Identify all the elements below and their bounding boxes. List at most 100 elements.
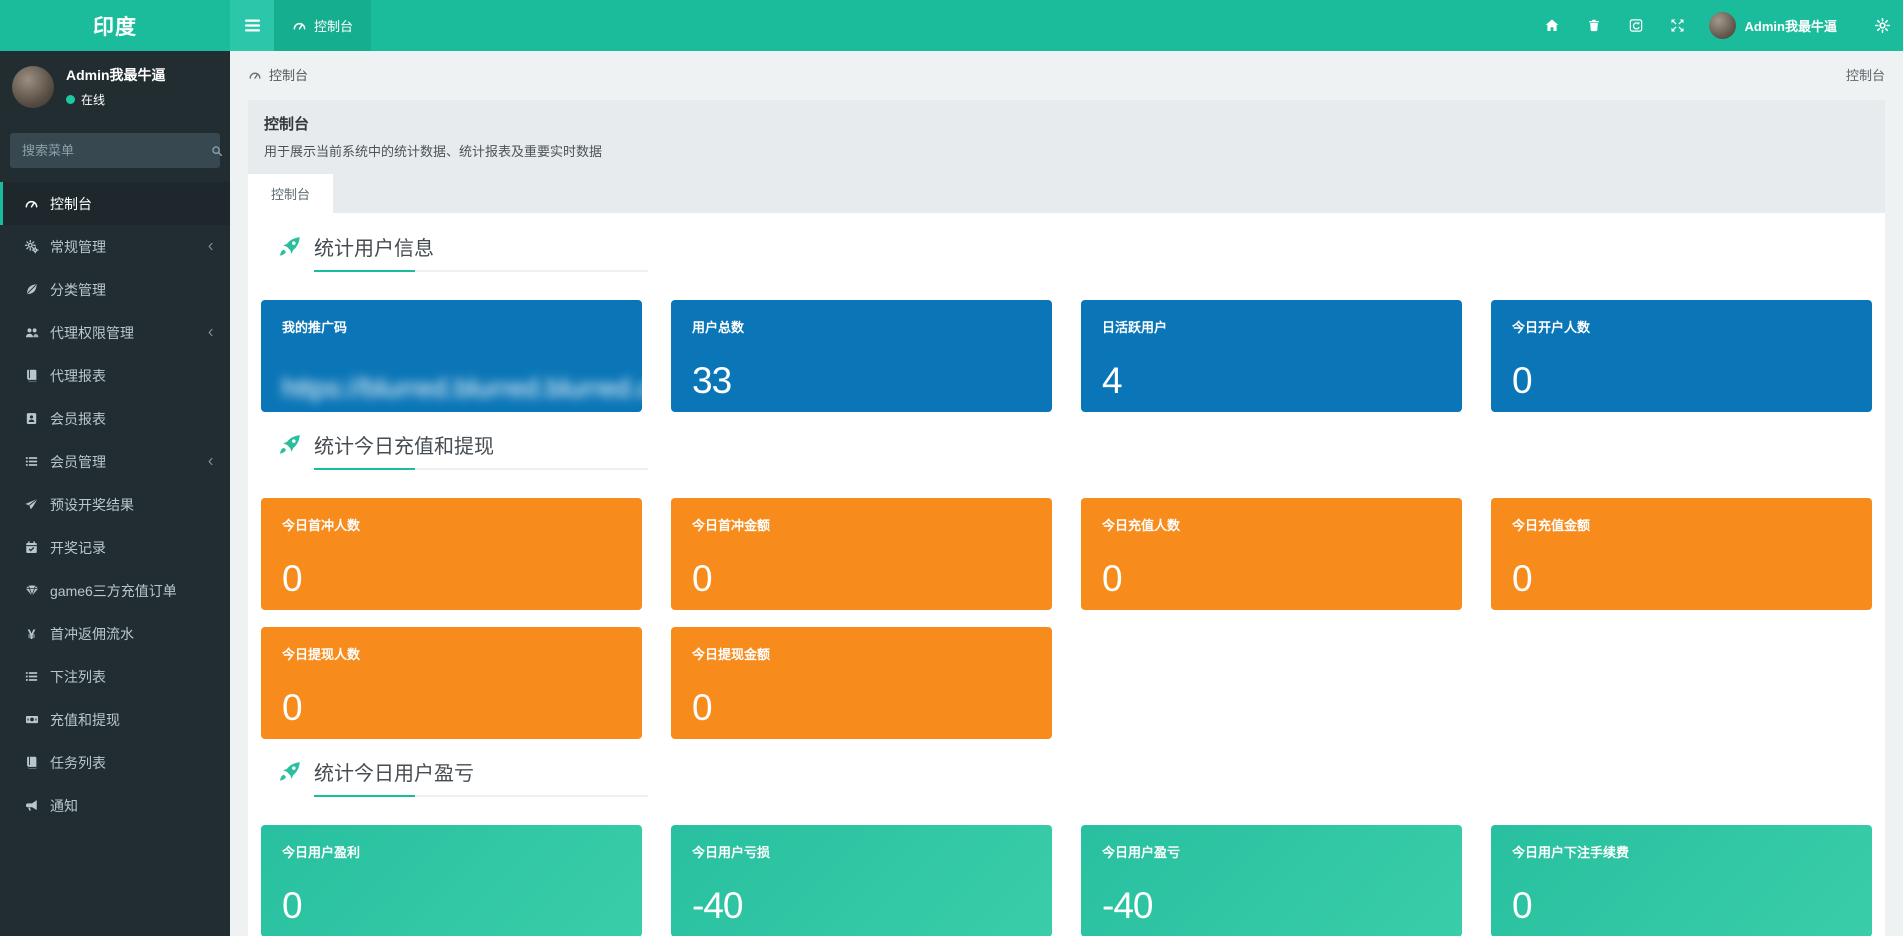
section-heading: 统计今日充值和提现 [276, 430, 1872, 470]
rocket-icon [276, 234, 303, 261]
stat-card-label: 今日提现金额 [692, 647, 771, 662]
clear-cache-icon[interactable] [1615, 0, 1657, 51]
stat-card-今日用户下注手续费[interactable]: 今日用户下注手续费 0 [1491, 825, 1872, 936]
stat-card-label: 今日用户亏损 [692, 845, 771, 860]
stat-card-今日提现人数[interactable]: 今日提现人数 0 [261, 627, 642, 739]
fullscreen-icon[interactable] [1657, 0, 1699, 51]
breadcrumb-current[interactable]: 控制台 [269, 68, 309, 83]
sidebar-item-控制台[interactable]: 控制台 [0, 182, 230, 225]
sidebar-item-会员报表[interactable]: 会员报表 [0, 397, 230, 440]
sidebar: Admin我最牛逼 在线 控制台常规管理分类管理代理权限管理代理报表会员报表会员… [0, 51, 230, 936]
stat-card-value: 0 [282, 687, 303, 728]
stat-card-label: 今日充值金额 [1512, 518, 1591, 533]
stat-card-value: 0 [692, 558, 713, 599]
sidebar-item-label: game6三方充值订单 [50, 582, 177, 599]
sidebar-item-label: 常规管理 [50, 238, 106, 255]
stat-card-label: 今日用户下注手续费 [1512, 845, 1630, 860]
sidebar-item-game6三方充值订单[interactable]: game6三方充值订单 [0, 569, 230, 612]
breadcrumb-right-label: 控制台 [1845, 68, 1885, 83]
menu-search-input[interactable] [10, 143, 210, 158]
leaf-icon [23, 282, 40, 297]
sidebar-item-充值和提现[interactable]: 充值和提现 [0, 698, 230, 741]
stat-card-今日用户盈利[interactable]: 今日用户盈利 0 [261, 825, 642, 936]
stat-card-今日充值金额[interactable]: 今日充值金额 0 [1491, 498, 1872, 610]
stat-card-value: -40 [1102, 885, 1153, 926]
calendar-icon [23, 540, 40, 555]
sidebar-item-label: 控制台 [50, 195, 92, 212]
sidebar-item-代理报表[interactable]: 代理报表 [0, 354, 230, 397]
sidebar-item-label: 会员管理 [50, 453, 106, 470]
sidebar-item-会员管理[interactable]: 会员管理 [0, 440, 230, 483]
sidebar-avatar[interactable] [12, 65, 54, 108]
stat-card-今日提现金额[interactable]: 今日提现金额 0 [671, 627, 1052, 739]
user-avatar[interactable] [1708, 12, 1736, 39]
search-icon[interactable] [210, 144, 224, 158]
navbar-user-name[interactable]: Admin我最牛逼 [1744, 19, 1837, 34]
section-underline [314, 468, 648, 470]
stat-card-今日用户亏损[interactable]: 今日用户亏损 -40 [671, 825, 1052, 936]
stat-card-今日开户人数[interactable]: 今日开户人数 0 [1491, 300, 1872, 412]
sidebar-item-label: 分类管理 [50, 281, 106, 298]
chevron-left-icon [206, 241, 216, 252]
online-status-dot [66, 95, 75, 104]
stat-card-label: 今日首冲人数 [282, 518, 361, 533]
stat-card-label: 今日首冲金额 [692, 518, 771, 533]
navbar-tab-dashboard[interactable]: 控制台 [274, 0, 372, 51]
stat-card-value: 0 [1512, 360, 1533, 401]
stat-card-label: 用户总数 [692, 320, 745, 335]
sidebar-item-常规管理[interactable]: 常规管理 [0, 225, 230, 268]
sidebar-item-代理权限管理[interactable]: 代理权限管理 [0, 311, 230, 354]
stat-card-value: 0 [692, 687, 713, 728]
stat-card-grid: 我的推广码 https://blurred.blurred.blurred.com… [261, 300, 1872, 412]
id-card-icon [23, 411, 40, 426]
sidebar-item-分类管理[interactable]: 分类管理 [0, 268, 230, 311]
stat-card-grid: 今日用户盈利 0 今日用户亏损 -40 今日用户盈亏 -40 今日用户下注手续费 0 [261, 825, 1872, 936]
app-logo: 印度 [93, 15, 137, 39]
sidebar-item-label: 通知 [50, 797, 78, 814]
settings-gears-icon[interactable] [1861, 0, 1903, 51]
chevron-left-icon [206, 327, 216, 338]
stat-card-label: 日活跃用户 [1102, 320, 1168, 335]
stat-card-value: 0 [282, 558, 303, 599]
sidebar-item-label: 开奖记录 [50, 539, 106, 556]
stat-card-label: 今日提现人数 [282, 647, 361, 662]
stat-card-label: 今日开户人数 [1512, 320, 1591, 335]
sidebar-item-首冲返佣流水[interactable]: ¥ 首冲返佣流水 [0, 612, 230, 655]
stat-card-今日充值人数[interactable]: 今日充值人数 0 [1081, 498, 1462, 610]
hamburger-icon [244, 19, 260, 32]
money-icon [23, 712, 40, 727]
sidebar-item-开奖记录[interactable]: 开奖记录 [0, 526, 230, 569]
sidebar-item-任务列表[interactable]: 任务列表 [0, 741, 230, 784]
trash-icon[interactable] [1573, 0, 1615, 51]
sidebar-item-下注列表[interactable]: 下注列表 [0, 655, 230, 698]
stat-card-value: 0 [1102, 558, 1123, 599]
stat-card-今日用户盈亏[interactable]: 今日用户盈亏 -40 [1081, 825, 1462, 936]
top-navbar: 印度 控制台 Admin我最牛逼 [0, 0, 1903, 51]
main-content: 控制台 控制台 控制台 用于展示当前系统中的统计数据、统计报表及重要实时数据 控… [230, 51, 1903, 936]
sidebar-item-预设开奖结果[interactable]: 预设开奖结果 [0, 483, 230, 526]
book-icon [23, 755, 40, 770]
yen-icon: ¥ [27, 625, 36, 642]
section-heading: 统计用户信息 [276, 232, 1872, 272]
home-icon[interactable] [1531, 0, 1573, 51]
navbar-tab-label: 控制台 [314, 19, 354, 34]
stat-card-value: 0 [1512, 558, 1533, 599]
sidebar-user-status: 在线 [66, 91, 166, 108]
sidebar-user-panel: Admin我最牛逼 在线 [0, 51, 230, 121]
sidebar-item-通知[interactable]: 通知 [0, 784, 230, 827]
sidebar-toggle-button[interactable] [230, 0, 274, 51]
stat-card-今日首冲金额[interactable]: 今日首冲金额 0 [671, 498, 1052, 610]
stat-card-label: 今日用户盈利 [282, 845, 361, 860]
stat-card-value: 0 [282, 885, 303, 926]
stat-card-今日首冲人数[interactable]: 今日首冲人数 0 [261, 498, 642, 610]
gem-icon [23, 583, 40, 598]
box-header: 控制台 用于展示当前系统中的统计数据、统计报表及重要实时数据 [248, 100, 1885, 162]
stat-card-用户总数[interactable]: 用户总数 33 [671, 300, 1052, 412]
stat-card-我的推广码[interactable]: 我的推广码 https://blurred.blurred.blurred.com [261, 300, 642, 412]
sidebar-item-label: 首冲返佣流水 [50, 625, 134, 642]
tab-dashboard[interactable]: 控制台 [248, 174, 334, 213]
sidebar-item-label: 下注列表 [50, 668, 106, 685]
dashboard-box: 控制台 用于展示当前系统中的统计数据、统计报表及重要实时数据 控制台 统计用户信… [248, 100, 1885, 936]
stat-card-日活跃用户[interactable]: 日活跃用户 4 [1081, 300, 1462, 412]
dashboard-icon [248, 68, 262, 82]
